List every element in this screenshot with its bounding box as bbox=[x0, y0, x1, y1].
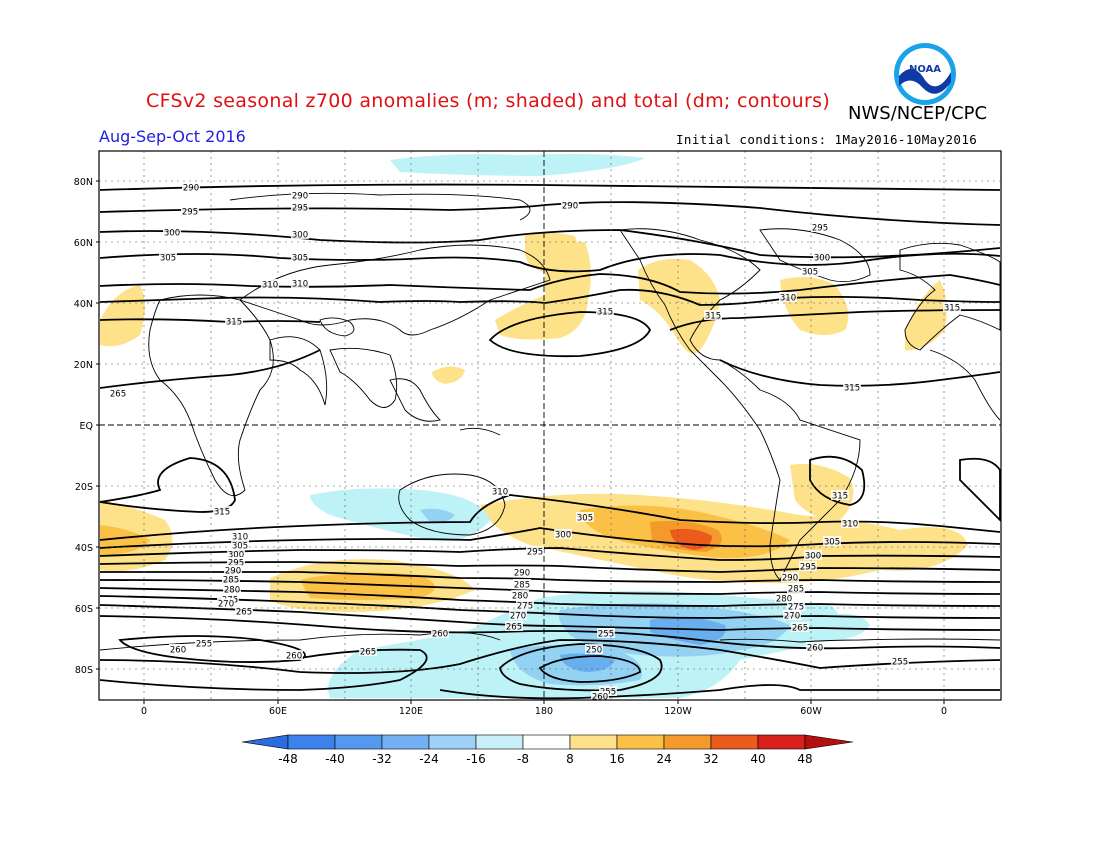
contour-label: 315 bbox=[226, 318, 242, 328]
contour-label: 285 bbox=[223, 576, 239, 586]
equator-dateline bbox=[99, 151, 1001, 700]
contour-label: 265 bbox=[792, 624, 808, 634]
lon-label: 60W bbox=[800, 706, 822, 717]
contour-label: 310 bbox=[262, 281, 278, 291]
contour-label: 310 bbox=[780, 294, 796, 304]
contour-label: 260 bbox=[807, 644, 823, 654]
page-title: CFSv2 seasonal z700 anomalies (m; shaded… bbox=[146, 90, 831, 112]
contour-label: 270 bbox=[784, 612, 800, 622]
lat-label: 40S bbox=[75, 543, 93, 554]
contour-label: 300 bbox=[555, 531, 571, 541]
longitude-axis: 0 60E 120E 180 120W 60W 0 bbox=[141, 700, 947, 717]
contour-label: 265 bbox=[236, 608, 252, 618]
contour-label: 295 bbox=[800, 563, 816, 573]
logo-text: NOAA bbox=[909, 64, 941, 75]
contour-label: 265 bbox=[360, 648, 376, 658]
lat-label: 80N bbox=[74, 177, 93, 188]
contour-label: 300 bbox=[164, 229, 180, 239]
lat-label: 40N bbox=[74, 299, 93, 310]
contour-label: 305 bbox=[577, 514, 593, 524]
contour-label: 275 bbox=[517, 602, 533, 612]
contour-label: 260 bbox=[592, 693, 608, 703]
contour-label: 295 bbox=[292, 204, 308, 214]
contour-label: 310 bbox=[842, 520, 858, 530]
contour-label: 265 bbox=[506, 623, 522, 633]
contour-label: 315 bbox=[844, 384, 860, 394]
contour-label: 290 bbox=[183, 184, 199, 194]
contour-label: 300 bbox=[814, 254, 830, 264]
season-label: Aug-Sep-Oct 2016 bbox=[99, 127, 246, 146]
latitude-axis: 80N 60N 40N 20N EQ 20S 40S 60S 80S bbox=[74, 177, 99, 676]
contour-label: 290 bbox=[782, 574, 798, 584]
contour-label: 300 bbox=[228, 551, 244, 561]
lon-label: 120E bbox=[399, 706, 423, 717]
contour-label: 315 bbox=[832, 492, 848, 502]
contour-label: 310 bbox=[492, 488, 508, 498]
contour-label: 280 bbox=[776, 595, 792, 605]
contour-label: 315 bbox=[944, 304, 960, 314]
contour-label: 315 bbox=[214, 508, 230, 518]
agency-label: NWS/NCEP/CPC bbox=[848, 103, 988, 124]
lon-label: 120W bbox=[664, 706, 692, 717]
grid-lines bbox=[99, 151, 1001, 700]
contour-label: 285 bbox=[514, 581, 530, 591]
lat-label: EQ bbox=[80, 421, 93, 432]
lat-label: 60N bbox=[74, 238, 93, 249]
contour-label: 295 bbox=[527, 548, 543, 558]
contour-label: 295 bbox=[228, 559, 244, 569]
contour-label: 305 bbox=[802, 268, 818, 278]
contour-label: 250 bbox=[586, 646, 602, 656]
contour-label: 310 bbox=[292, 280, 308, 290]
contour-label: 290 bbox=[225, 567, 241, 577]
lon-label: 0 bbox=[141, 706, 147, 717]
contour-label: 280 bbox=[224, 586, 240, 596]
contour-label: 270 bbox=[510, 612, 526, 622]
lat-label: 20S bbox=[75, 482, 93, 493]
contour-label: 310 bbox=[232, 533, 248, 543]
contour-label: 260 bbox=[432, 630, 448, 640]
contour-label: 300 bbox=[805, 552, 821, 562]
contour-label: 285 bbox=[788, 585, 804, 595]
lon-label: 0 bbox=[941, 706, 947, 717]
lat-label: 20N bbox=[74, 360, 93, 371]
contour-label: 260 bbox=[170, 646, 186, 656]
contour-label: 280 bbox=[512, 592, 528, 602]
contour-label: 265 bbox=[110, 390, 126, 400]
lon-label: 180 bbox=[535, 706, 553, 717]
noaa-logo: NOAA bbox=[893, 42, 957, 106]
contour-label: 290 bbox=[562, 202, 578, 212]
contour-label: 255 bbox=[598, 630, 614, 640]
contour-label: 300 bbox=[292, 231, 308, 241]
contour-label: 270 bbox=[218, 600, 234, 610]
lon-label: 60E bbox=[269, 706, 287, 717]
contour-label: 315 bbox=[705, 312, 721, 322]
contour-label: 295 bbox=[182, 208, 198, 218]
contour-label: 290 bbox=[292, 192, 308, 202]
contour-label: 290 bbox=[514, 569, 530, 579]
contour-label: 255 bbox=[196, 640, 212, 650]
contour-label: 255 bbox=[892, 658, 908, 668]
contour-label: 305 bbox=[292, 254, 308, 264]
contour-label: 305 bbox=[160, 254, 176, 264]
lat-label: 80S bbox=[75, 665, 93, 676]
contour-label: 260 bbox=[286, 652, 302, 662]
contour-label: 305 bbox=[824, 538, 840, 548]
contour-label: 275 bbox=[788, 603, 804, 613]
contour-label: 295 bbox=[812, 224, 828, 234]
contour-label: 315 bbox=[597, 308, 613, 318]
contour-label: 305 bbox=[232, 542, 248, 552]
initial-conditions-label: Initial conditions: 1May2016-10May2016 bbox=[676, 132, 978, 147]
lat-label: 60S bbox=[75, 604, 93, 615]
